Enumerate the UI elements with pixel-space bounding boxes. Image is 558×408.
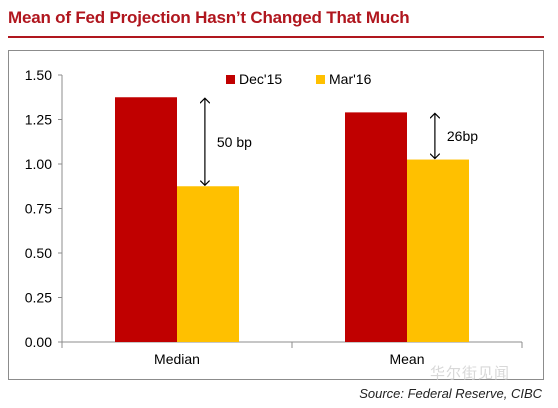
legend-swatch xyxy=(316,75,325,84)
x-tick-label: Median xyxy=(154,351,200,367)
y-tick-label: 1.00 xyxy=(25,156,52,172)
y-tick-label: 0.25 xyxy=(25,290,52,306)
legend-swatch xyxy=(226,75,235,84)
difference-label: 50 bp xyxy=(217,134,252,150)
y-tick-label: 0.50 xyxy=(25,245,52,261)
y-tick-label: 0.75 xyxy=(25,201,52,217)
x-tick-label: Mean xyxy=(389,351,424,367)
y-tick-label: 1.50 xyxy=(25,67,52,83)
bar-dec15-mean xyxy=(345,112,407,342)
title-underline xyxy=(8,36,544,38)
legend-label: Mar'16 xyxy=(329,71,372,87)
legend-label: Dec'15 xyxy=(239,71,282,87)
chart-title: Mean of Fed Projection Hasn’t Changed Th… xyxy=(8,8,410,27)
bar-mar16-median xyxy=(177,186,239,342)
bar-dec15-median xyxy=(115,97,177,342)
y-tick-label: 1.25 xyxy=(25,112,52,128)
watermark: 华尔街见闻 xyxy=(430,364,511,382)
source-note: Source: Federal Reserve, CIBC xyxy=(359,386,542,401)
y-tick-label: 0.00 xyxy=(25,334,52,350)
bar-mar16-mean xyxy=(407,159,469,342)
difference-label: 26bp xyxy=(447,128,478,144)
